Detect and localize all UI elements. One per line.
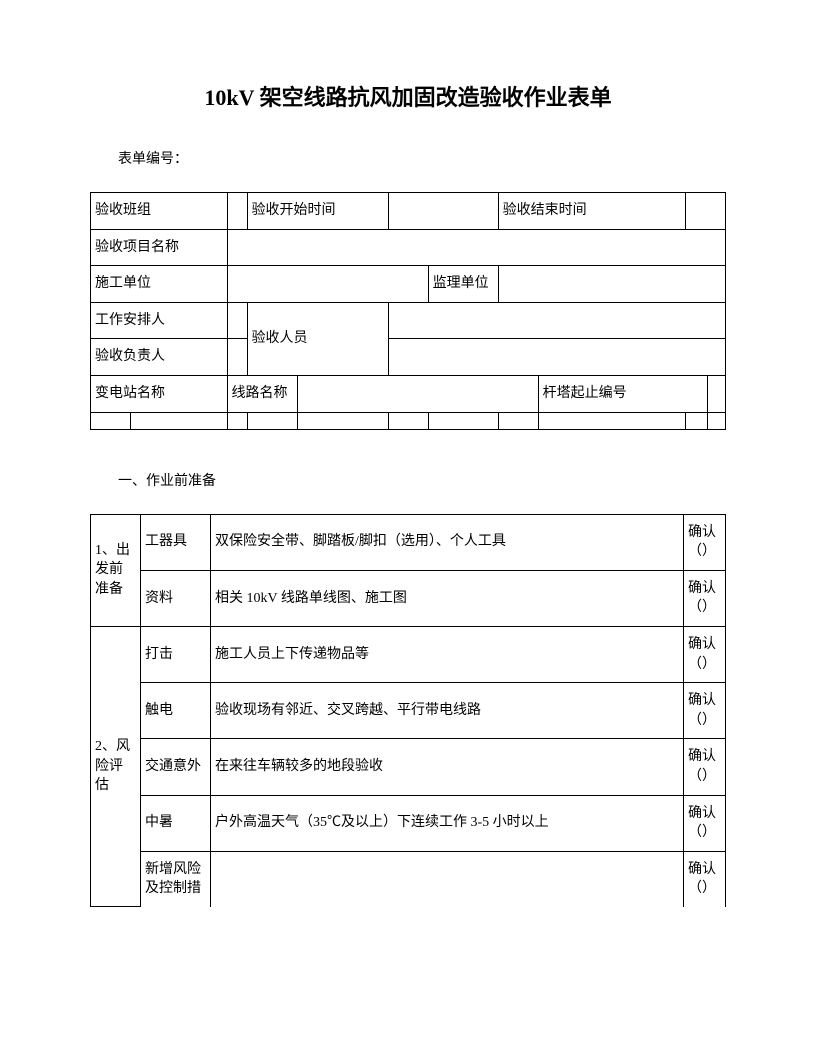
desc-cell: 施工人员上下传递物品等	[211, 626, 684, 682]
cell-label: 验收负责人	[91, 339, 228, 376]
confirm-cell: 确认（）	[684, 626, 726, 682]
table-row: 验收负责人	[91, 339, 726, 376]
table-row	[91, 412, 726, 429]
table-row: 验收项目名称	[91, 229, 726, 266]
cell-empty	[498, 266, 725, 303]
cell-empty	[708, 412, 726, 429]
table-row: 中暑 户外高温天气（35℃及以上）下连续工作 3-5 小时以上 确认（）	[91, 795, 726, 851]
item-cell: 打击	[141, 626, 211, 682]
cell-label: 验收结束时间	[498, 193, 685, 230]
cell-label: 监理单位	[428, 266, 498, 303]
cell-empty	[227, 193, 247, 230]
confirm-cell: 确认（）	[684, 795, 726, 851]
cell-empty	[227, 412, 247, 429]
cell-empty	[227, 229, 725, 266]
cell-empty	[91, 412, 131, 429]
cell-empty	[685, 193, 725, 230]
table-row: 验收班组 验收开始时间 验收结束时间	[91, 193, 726, 230]
item-cell: 资料	[141, 570, 211, 626]
cell-empty	[227, 302, 247, 339]
item-cell: 中暑	[141, 795, 211, 851]
cell-empty	[297, 375, 538, 412]
cell-empty	[685, 412, 707, 429]
cell-empty	[428, 412, 498, 429]
table-row: 施工单位 监理单位	[91, 266, 726, 303]
page-title: 10kV 架空线路抗风加固改造验收作业表单	[90, 80, 726, 112]
cell-empty	[297, 412, 388, 429]
desc-cell: 户外高温天气（35℃及以上）下连续工作 3-5 小时以上	[211, 795, 684, 851]
cell-label: 线路名称	[227, 375, 297, 412]
table-row: 1、出发前准备 工器具 双保险安全带、脚踏板/脚扣（选用）、个人工具 确认（）	[91, 514, 726, 570]
cell-label: 工作安排人	[91, 302, 228, 339]
group-label: 2、风险评估	[91, 626, 141, 906]
cell-label: 变电站名称	[91, 375, 228, 412]
table-row: 变电站名称 线路名称 杆塔起止编号	[91, 375, 726, 412]
item-cell: 工器具	[141, 514, 211, 570]
table-row: 资料 相关 10kV 线路单线图、施工图 确认（）	[91, 570, 726, 626]
desc-cell: 验收现场有邻近、交叉跨越、平行带电线路	[211, 683, 684, 739]
desc-cell	[211, 851, 684, 907]
cell-empty	[227, 339, 247, 376]
table-row: 触电 验收现场有邻近、交叉跨越、平行带电线路 确认（）	[91, 683, 726, 739]
confirm-cell: 确认（）	[684, 739, 726, 795]
form-number-label: 表单编号：	[118, 148, 726, 168]
confirm-cell: 确认（）	[684, 514, 726, 570]
cell-empty	[388, 302, 725, 339]
cell-empty	[227, 266, 428, 303]
item-cell: 新增风险及控制措	[141, 851, 211, 907]
table-row: 工作安排人 验收人员	[91, 302, 726, 339]
confirm-cell: 确认（）	[684, 851, 726, 907]
desc-cell: 双保险安全带、脚踏板/脚扣（选用）、个人工具	[211, 514, 684, 570]
desc-cell: 相关 10kV 线路单线图、施工图	[211, 570, 684, 626]
cell-empty	[538, 412, 685, 429]
table-row: 新增风险及控制措 确认（）	[91, 851, 726, 907]
desc-cell: 在来往车辆较多的地段验收	[211, 739, 684, 795]
cell-empty	[247, 412, 297, 429]
confirm-cell: 确认（）	[684, 683, 726, 739]
table-row: 交通意外 在来往车辆较多的地段验收 确认（）	[91, 739, 726, 795]
cell-label: 施工单位	[91, 266, 228, 303]
cell-empty	[388, 193, 498, 230]
cell-empty	[131, 412, 228, 429]
cell-label: 验收班组	[91, 193, 228, 230]
item-cell: 触电	[141, 683, 211, 739]
cell-empty	[708, 375, 726, 412]
cell-label: 验收开始时间	[247, 193, 388, 230]
cell-empty	[498, 412, 538, 429]
table-row: 2、风险评估 打击 施工人员上下传递物品等 确认（）	[91, 626, 726, 682]
cell-label: 验收人员	[247, 302, 388, 375]
cell-empty	[388, 339, 725, 376]
preparation-table: 1、出发前准备 工器具 双保险安全带、脚踏板/脚扣（选用）、个人工具 确认（） …	[90, 514, 726, 908]
section-heading: 一、作业前准备	[118, 470, 726, 490]
cell-empty	[388, 412, 428, 429]
cell-label: 杆塔起止编号	[538, 375, 707, 412]
header-info-table: 验收班组 验收开始时间 验收结束时间 验收项目名称 施工单位 监理单位 工作安排…	[90, 192, 726, 430]
group-label: 1、出发前准备	[91, 514, 141, 626]
item-cell: 交通意外	[141, 739, 211, 795]
cell-label: 验收项目名称	[91, 229, 228, 266]
confirm-cell: 确认（）	[684, 570, 726, 626]
